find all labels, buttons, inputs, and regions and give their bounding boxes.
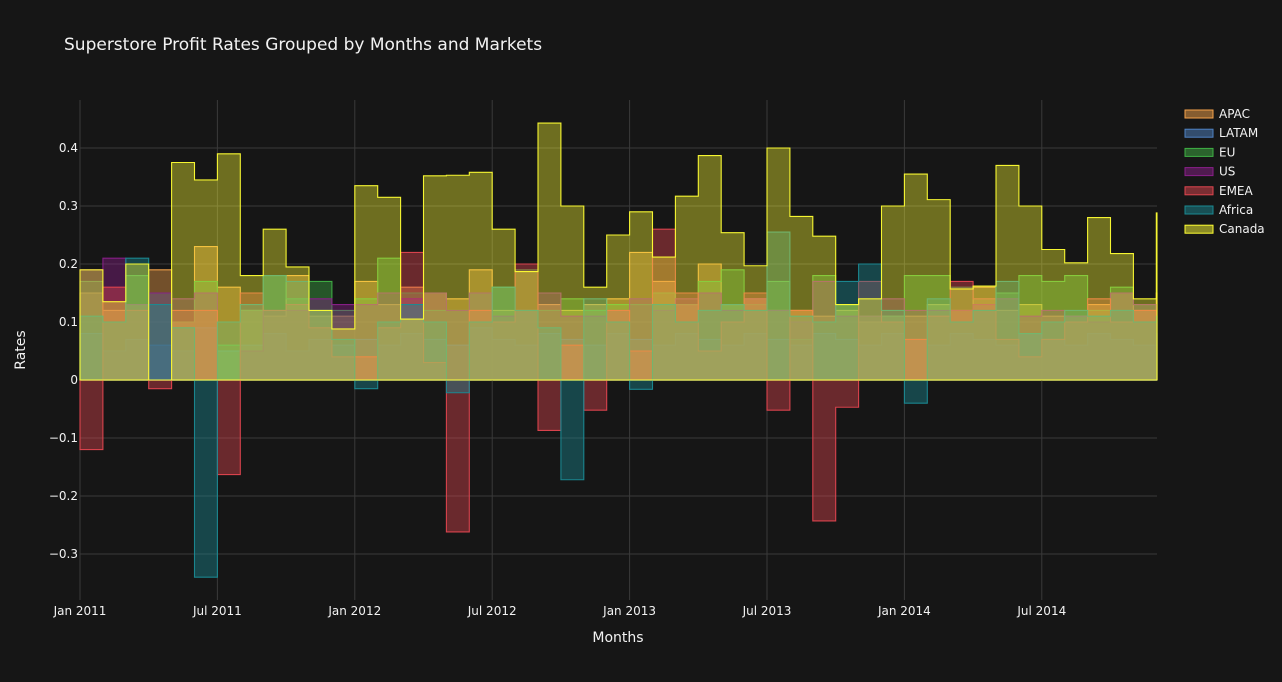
- y-tick-label: 0: [70, 373, 78, 387]
- y-tick-label: 0.1: [59, 315, 78, 329]
- y-tick-label: −0.3: [49, 547, 78, 561]
- axes: 0.4 0.3 0.2 0.1 0 −0.1 −0.2 −0.3 Jan 2011 Jul 201…: [49, 141, 1066, 618]
- x-tick-label: Jul 2012: [467, 604, 517, 618]
- y-tick-label: −0.2: [49, 489, 78, 503]
- y-axis-title: Rates: [13, 330, 29, 369]
- y-tick-label: 0.3: [59, 199, 78, 213]
- legend-label-apac[interactable]: APAC: [1219, 107, 1250, 121]
- legend-label-us[interactable]: US: [1219, 165, 1235, 179]
- legend: APAC LATAM EU US EMEA Africa Canada: [1184, 107, 1265, 236]
- x-tick-label: Jan 2011: [53, 604, 107, 618]
- x-tick-label: Jan 2014: [877, 604, 931, 618]
- y-tick-label: −0.1: [49, 431, 78, 445]
- legend-label-canada[interactable]: Canada: [1219, 222, 1265, 236]
- x-tick-label: Jan 2012: [327, 604, 381, 618]
- legend-swatch-emea[interactable]: [1184, 186, 1214, 196]
- series-area-canada: [79, 122, 1158, 381]
- legend-swatch-africa[interactable]: [1184, 205, 1214, 215]
- legend-label-africa[interactable]: Africa: [1219, 203, 1253, 217]
- legend-swatch-canada[interactable]: [1184, 224, 1214, 234]
- y-tick-label: 0.2: [59, 257, 78, 271]
- legend-label-eu[interactable]: EU: [1219, 145, 1235, 159]
- x-tick-label: Jan 2013: [602, 604, 656, 618]
- legend-swatch-us[interactable]: [1184, 167, 1214, 177]
- series-area-africa: [79, 231, 1158, 578]
- legend-swatch-latam[interactable]: [1184, 128, 1214, 138]
- y-tick-label: 0.4: [59, 141, 78, 155]
- x-tick-label: Jul 2014: [1016, 604, 1066, 618]
- x-axis-title: Months: [592, 630, 643, 646]
- series-areas: [79, 122, 1158, 578]
- legend-swatch-eu[interactable]: [1184, 147, 1214, 157]
- legend-swatch-apac[interactable]: [1184, 109, 1214, 119]
- legend-label-latam[interactable]: LATAM: [1219, 126, 1258, 140]
- legend-label-emea[interactable]: EMEA: [1219, 184, 1254, 198]
- chart-title: Superstore Profit Rates Grouped by Month…: [64, 35, 542, 55]
- x-tick-label: Jul 2013: [742, 604, 792, 618]
- x-tick-label: Jul 2011: [192, 604, 242, 618]
